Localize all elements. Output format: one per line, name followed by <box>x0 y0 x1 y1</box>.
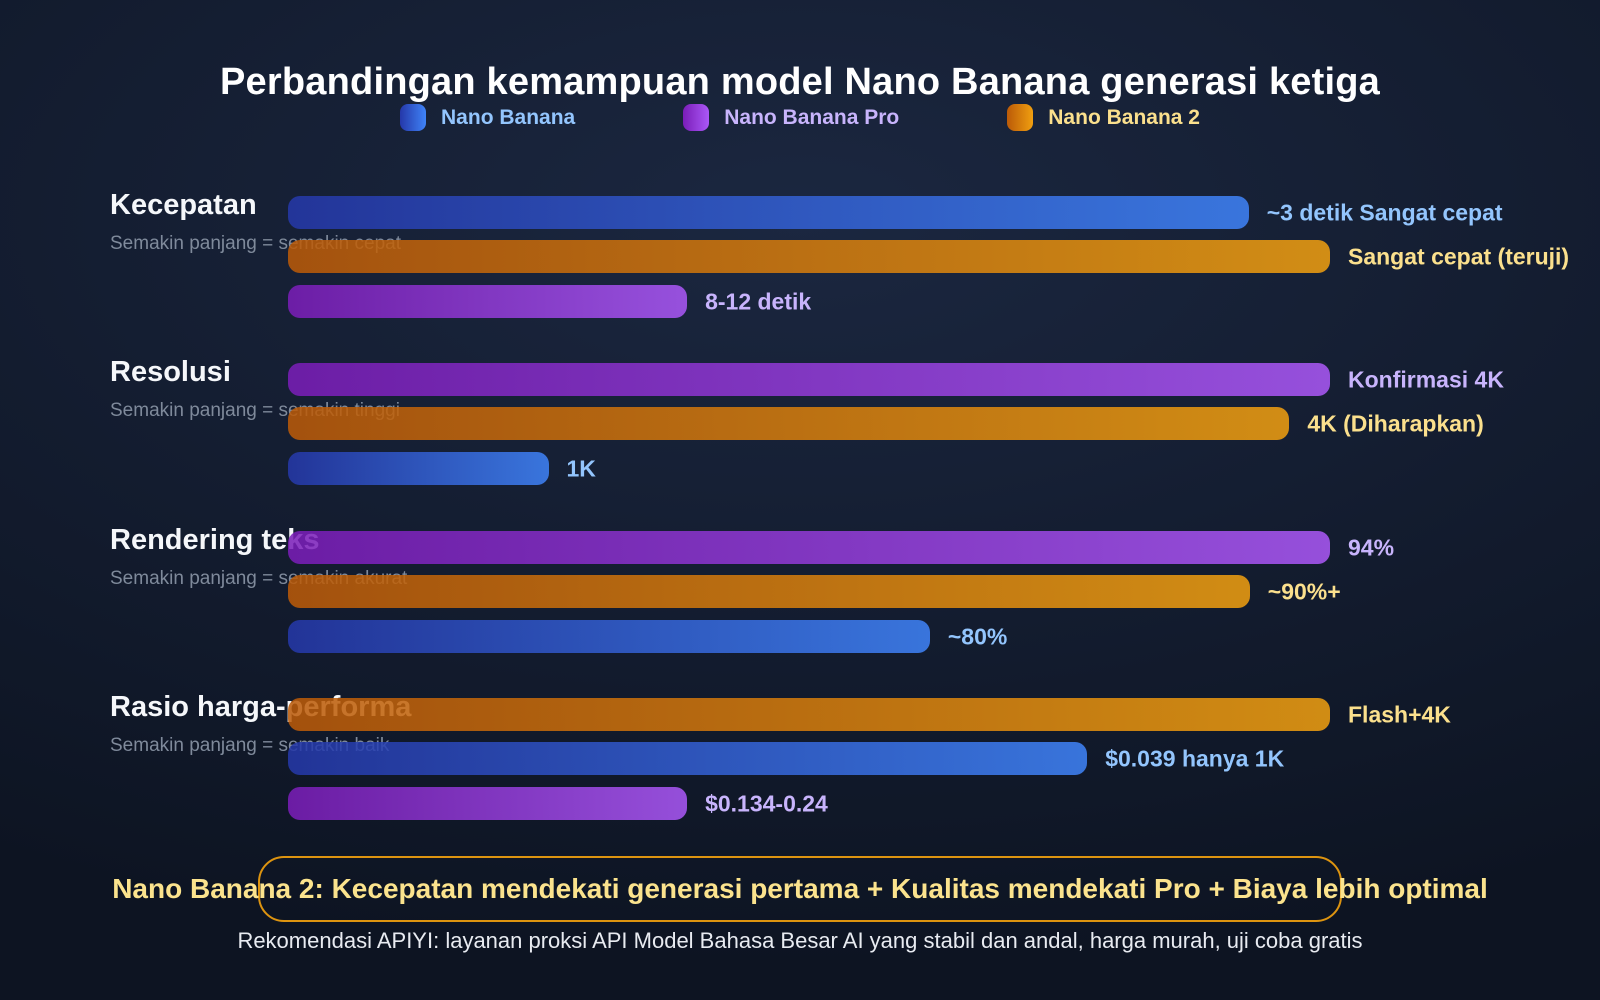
bar-value-label: $0.039 hanya 1K <box>1105 745 1285 771</box>
bar-group: Flash+4K $0.039 hanya 1K $0.134-0.24 <box>288 698 1451 823</box>
category-label: Resolusi <box>110 356 231 388</box>
bar-row: ~90%+ <box>288 575 1341 608</box>
legend-item-nano-banana-pro: Nano Banana Pro <box>683 104 899 131</box>
bar-row: ~80% <box>288 620 1330 653</box>
summary-callout-text: Nano Banana 2: Kecepatan mendekati gener… <box>112 873 1488 904</box>
bar <box>288 196 1249 229</box>
bar-row: 94% <box>288 531 1394 564</box>
bar-value-label: Sangat cepat (teruji) <box>1348 243 1570 269</box>
section-rendering-teks: Rendering teks Semakin panjang = semakin… <box>0 524 1600 693</box>
bar-value-label: Konfirmasi 4K <box>1348 366 1504 392</box>
bar-group: ~3 detik Sangat cepat Sangat cepat (teru… <box>288 196 1569 321</box>
bar-group: Konfirmasi 4K 4K (Diharapkan) 1K <box>288 363 1504 488</box>
legend-item-nano-banana: Nano Banana <box>400 104 575 131</box>
bar-row: Sangat cepat (teruji) <box>288 240 1569 273</box>
bar-row: Flash+4K <box>288 698 1451 731</box>
bar-value-label: 8-12 detik <box>705 288 812 314</box>
bar-value-label: ~80% <box>947 623 1008 649</box>
bar-row: $0.134-0.24 <box>288 787 1330 820</box>
section-resolusi: Resolusi Semakin panjang = semakin tingg… <box>0 356 1600 525</box>
bar <box>288 407 1290 440</box>
bar <box>288 531 1330 564</box>
bar <box>288 285 688 318</box>
legend-swatch-purple-icon <box>683 104 710 131</box>
bar <box>288 575 1250 608</box>
section-rasio-harga-performa: Rasio harga-performa Semakin panjang = s… <box>0 691 1600 860</box>
bar-value-label: ~3 detik Sangat cepat <box>1266 199 1503 225</box>
bar <box>288 363 1330 396</box>
bar <box>288 742 1088 775</box>
bar-row: $0.039 hanya 1K <box>288 742 1330 775</box>
legend-swatch-blue-icon <box>400 104 427 131</box>
bar-group: 94% ~90%+ ~80% <box>288 531 1394 656</box>
bar <box>288 240 1330 273</box>
legend-swatch-orange-icon <box>1007 104 1034 131</box>
legend-label: Nano Banana Pro <box>724 105 900 129</box>
page-title: Perbandingan kemampuan model Nano Banana… <box>220 61 1380 104</box>
bar <box>288 787 688 820</box>
summary-callout-box: Nano Banana 2: Kecepatan mendekati gener… <box>112 856 1488 922</box>
bar-row: 4K (Diharapkan) <box>288 407 1484 440</box>
category-label: Rendering teks <box>110 524 320 556</box>
bar-value-label: 4K (Diharapkan) <box>1307 410 1484 436</box>
bar-value-label: ~90%+ <box>1267 578 1341 604</box>
category-label: Kecepatan <box>110 189 257 221</box>
bar <box>288 698 1330 731</box>
bar-value-label: $0.134-0.24 <box>705 790 828 816</box>
legend-label: Nano Banana <box>441 105 576 129</box>
bar-row: Konfirmasi 4K <box>288 363 1504 396</box>
section-kecepatan: Kecepatan Semakin panjang = semakin cepa… <box>0 189 1600 358</box>
legend-label: Nano Banana 2 <box>1048 105 1200 129</box>
bar-row: ~3 detik Sangat cepat <box>288 196 1503 229</box>
bar-row: 8-12 detik <box>288 285 1330 318</box>
bar-value-label: Flash+4K <box>1348 701 1451 727</box>
bar-value-label: 94% <box>1348 534 1395 560</box>
bar-value-label: 1K <box>566 455 596 481</box>
footer-recommendation: Rekomendasi APIYI: layanan proksi API Mo… <box>237 928 1363 953</box>
bar-row: 1K <box>288 452 1330 485</box>
bar <box>288 620 930 653</box>
legend-item-nano-banana-2: Nano Banana 2 <box>1007 104 1200 131</box>
bar <box>288 452 549 485</box>
legend: Nano Banana Nano Banana Pro Nano Banana … <box>0 104 1600 131</box>
